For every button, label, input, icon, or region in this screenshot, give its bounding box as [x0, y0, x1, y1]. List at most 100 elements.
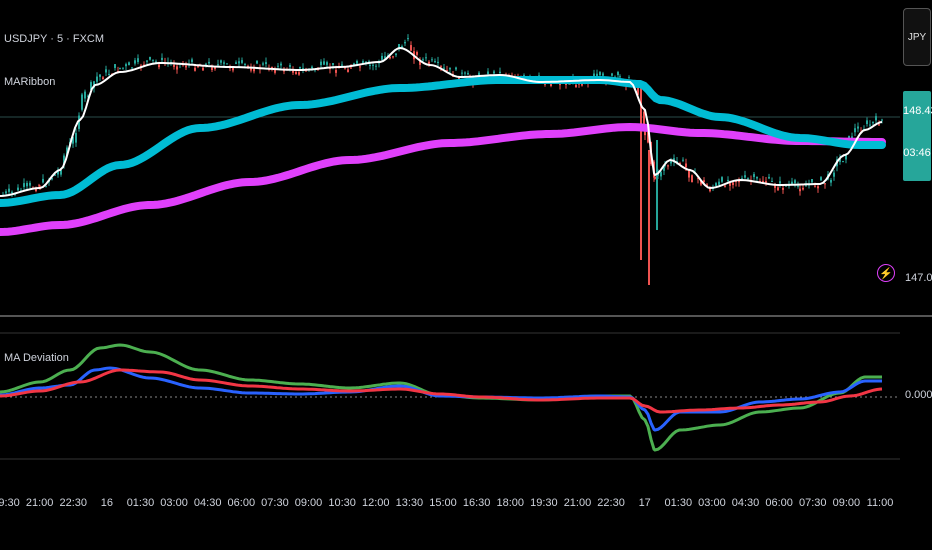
candle-body: [155, 61, 157, 63]
time-tick-label: 07:30: [799, 497, 827, 509]
candle-body: [654, 177, 656, 179]
candle-body: [644, 131, 646, 136]
time-tick-label: 01:30: [664, 497, 693, 509]
candle-body: [697, 177, 699, 179]
time-tick-label: 13:30: [395, 497, 424, 509]
candle-body: [643, 111, 645, 124]
candle-body: [461, 72, 463, 74]
candle-body: [688, 170, 690, 178]
candle-body: [419, 60, 421, 65]
candle-body: [17, 187, 19, 191]
candle-body: [102, 77, 104, 80]
time-tick-label: 07:30: [261, 497, 289, 509]
deviation-title: MA Deviation: [4, 352, 69, 364]
candle-body: [682, 159, 684, 161]
candle-body: [57, 170, 59, 175]
candle-body: [619, 76, 621, 78]
lightning-icon[interactable]: ⚡: [877, 264, 895, 282]
candle-body: [226, 63, 228, 65]
candle-body: [295, 71, 297, 75]
candle-body: [464, 72, 466, 74]
candle-body: [256, 61, 258, 64]
candle-body: [292, 70, 294, 73]
candle-body: [805, 185, 807, 187]
candle-body: [143, 64, 145, 66]
candle-body: [60, 169, 62, 175]
candle-body: [854, 128, 856, 133]
candle-body: [881, 119, 883, 121]
candle-body: [317, 69, 319, 71]
candle-body: [341, 64, 343, 66]
time-tick-label: 19:30: [530, 497, 558, 509]
ma-fast-line: [0, 46, 883, 197]
candle-body: [66, 147, 68, 156]
candle-body: [23, 183, 25, 187]
time-tick-label: 18:00: [496, 497, 524, 509]
candle-body: [250, 68, 252, 71]
candle-body: [108, 73, 110, 75]
candle-body: [440, 66, 442, 68]
candle-body: [191, 59, 193, 62]
time-tick-label: 19:30: [0, 497, 20, 509]
candle-body: [565, 83, 567, 85]
currency-button[interactable]: JPY: [903, 8, 931, 66]
time-tick-label: 22:30: [59, 497, 87, 509]
candle-body: [458, 76, 460, 81]
candle-body: [467, 72, 469, 75]
candle-body: [335, 69, 337, 73]
candle-body: [344, 67, 346, 69]
candle-body: [217, 64, 219, 66]
candle-body: [756, 176, 758, 179]
symbol-label: USDJPY · 5 · FXCM: [4, 33, 105, 45]
candle-body: [575, 84, 577, 88]
candle-body: [298, 72, 300, 75]
time-tick-label: 21:00: [563, 497, 592, 509]
candle-body: [211, 67, 213, 70]
time-tick-label: 03:00: [160, 497, 188, 509]
candle-body: [824, 183, 826, 185]
time-tick-label: 16:30: [462, 497, 491, 509]
candle-body: [185, 65, 187, 68]
candle-body: [753, 174, 755, 178]
candle-body: [611, 73, 613, 76]
candle-body: [8, 188, 10, 192]
candle-body: [131, 67, 133, 69]
candle-body: [45, 186, 47, 188]
candle-body: [416, 52, 418, 55]
candle-body: [205, 63, 207, 65]
candle-body: [407, 38, 409, 40]
candle-body: [559, 83, 561, 86]
candle-body: [581, 83, 583, 86]
candle-body: [235, 62, 237, 64]
candle-body: [425, 57, 427, 59]
candle-body: [499, 71, 501, 73]
candle-body: [161, 57, 163, 60]
candle-body: [146, 60, 148, 62]
candle-body: [362, 61, 364, 64]
candle-body: [839, 159, 841, 162]
candle-body: [392, 56, 394, 58]
candle-body: [277, 65, 279, 67]
candle-body: [78, 115, 80, 129]
time-tick-label: 21:00: [25, 497, 54, 509]
candle-body: [866, 120, 868, 124]
candle-body: [779, 181, 781, 184]
candle-body: [262, 63, 264, 65]
candle-body: [401, 46, 403, 48]
time-tick-label: 10:30: [328, 497, 356, 509]
candle-body: [660, 172, 662, 177]
candle-body: [332, 62, 334, 66]
candle-body: [253, 68, 255, 72]
candle-body: [87, 95, 89, 97]
time-tick-label: 04:30: [731, 497, 760, 509]
candle-body: [125, 64, 127, 67]
candle-body: [350, 67, 352, 69]
candle-body: [149, 56, 151, 60]
candle-body: [774, 185, 776, 188]
candle-body: [26, 182, 28, 187]
candle-body: [434, 61, 436, 63]
candle-body: [762, 180, 764, 183]
candle-body: [72, 137, 74, 144]
candle-body: [741, 178, 743, 180]
